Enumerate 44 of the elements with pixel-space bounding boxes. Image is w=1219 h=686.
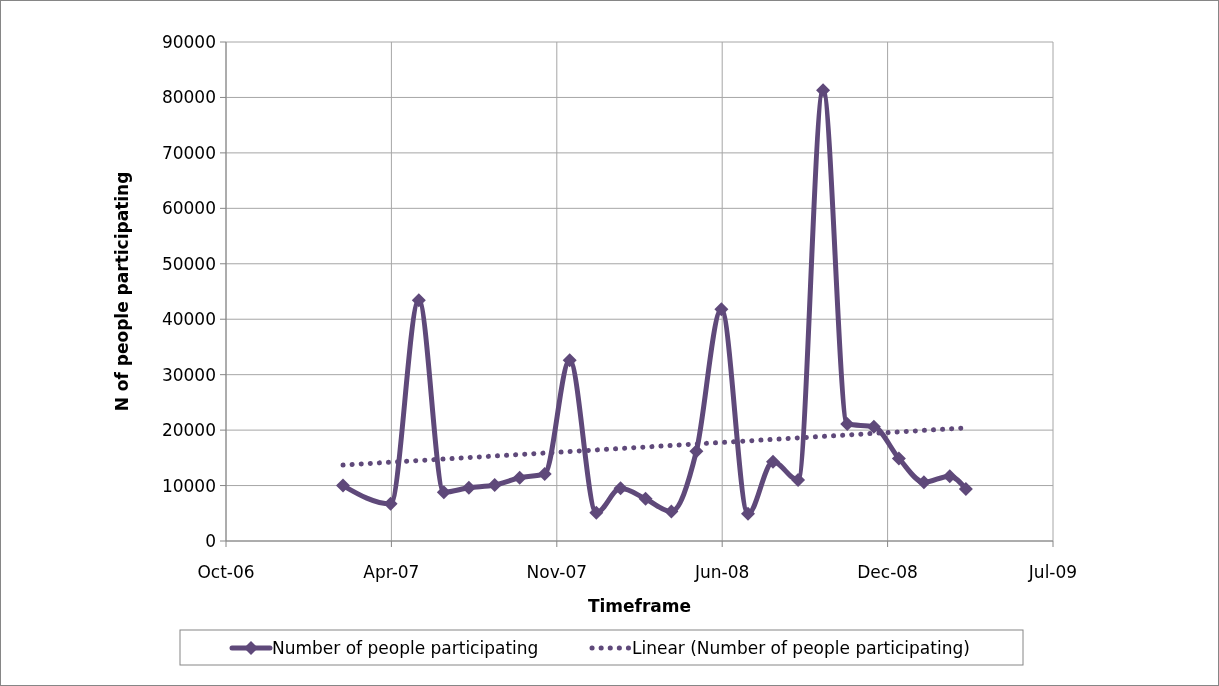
point xyxy=(461,480,476,495)
point xyxy=(487,478,502,492)
point xyxy=(714,302,729,317)
y-tick-label: 20000 xyxy=(161,420,216,441)
y-tick-label: 0 xyxy=(205,530,216,551)
y-tick-label: 60000 xyxy=(161,198,216,219)
x-tick-label: Apr-07 xyxy=(363,562,420,582)
y-tick-label: 50000 xyxy=(161,253,216,274)
x-tick-label: Jul-09 xyxy=(1027,562,1078,582)
point xyxy=(411,293,426,308)
point xyxy=(689,444,704,459)
point xyxy=(766,454,781,469)
point xyxy=(562,353,577,368)
x-tick-label: Nov-07 xyxy=(526,562,588,582)
point xyxy=(638,491,653,506)
point xyxy=(436,485,451,500)
point xyxy=(958,481,973,496)
point xyxy=(537,466,552,481)
y-tick-label: 30000 xyxy=(161,364,216,385)
legend-label: Number of people participating xyxy=(272,637,539,658)
x-tick-label: Oct-06 xyxy=(197,562,255,582)
y-axis-title: N of people participating xyxy=(112,171,132,412)
legend-label: Linear (Number of people participating) xyxy=(632,637,970,658)
point xyxy=(891,451,906,466)
point xyxy=(613,481,628,496)
point xyxy=(942,469,957,484)
point xyxy=(335,478,350,493)
point xyxy=(589,505,604,520)
point xyxy=(664,504,679,519)
point xyxy=(840,417,855,432)
y-tick-label: 80000 xyxy=(161,87,216,108)
x-tick-label: Dec-08 xyxy=(857,562,918,582)
point xyxy=(916,475,931,490)
point xyxy=(791,473,806,488)
x-axis-title: Timeframe xyxy=(587,596,692,616)
y-tick-label: 90000 xyxy=(161,31,216,52)
point xyxy=(816,83,831,98)
y-tick-label: 10000 xyxy=(161,475,216,496)
y-tick-label: 40000 xyxy=(161,309,216,330)
point xyxy=(512,470,527,485)
point xyxy=(741,506,756,521)
point xyxy=(866,419,881,434)
y-tick-label: 70000 xyxy=(161,142,216,163)
x-tick-label: Jun-08 xyxy=(694,562,750,582)
